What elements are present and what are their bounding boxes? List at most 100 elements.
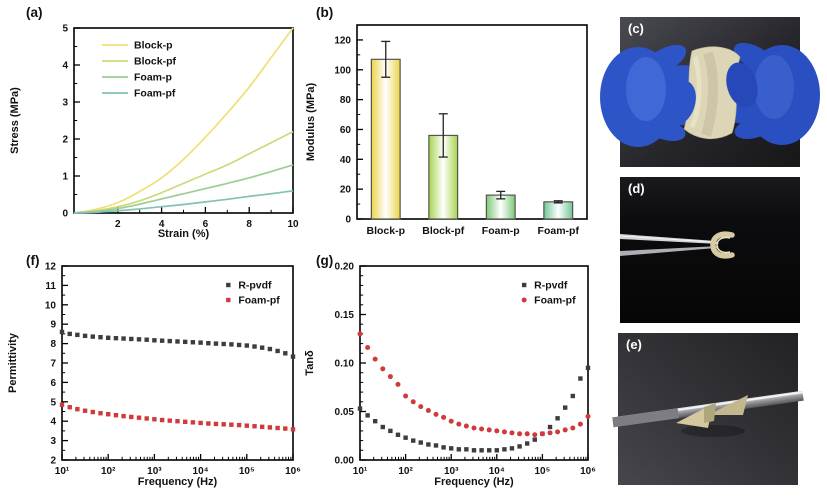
y-tick-labels: 0 20 40 60 80 100 120	[334, 35, 351, 225]
svg-text:10²: 10²	[101, 466, 116, 477]
series-Foam-pf	[357, 331, 591, 438]
svg-text:0.10: 0.10	[335, 359, 355, 370]
plot-area-b: 0 20 40 60 80 100 120 Modulus (MPa) Block-p Block…	[305, 24, 588, 237]
svg-text:1: 1	[62, 172, 68, 183]
tweezers	[619, 234, 719, 256]
modulus-bar-plot: 0 20 40 60 80 100 120 Modulus (MPa) Block-p Block…	[305, 24, 588, 237]
svg-text:10⁴: 10⁴	[489, 466, 505, 477]
photo-e-foam-on-rod: (e)	[612, 333, 804, 485]
photo-e-scene	[612, 333, 804, 485]
x-axis-label: Frequency (Hz)	[138, 476, 218, 488]
svg-text:0.00: 0.00	[335, 456, 355, 467]
svg-text:0: 0	[62, 209, 68, 220]
error-bar-Block-p	[381, 40, 391, 78]
svg-text:Foam-pf: Foam-pf	[534, 295, 576, 307]
svg-text:10¹: 10¹	[353, 466, 368, 477]
svg-text:10⁶: 10⁶	[285, 466, 301, 477]
svg-text:2: 2	[50, 456, 56, 467]
svg-text:10⁴: 10⁴	[193, 466, 209, 477]
panel-label-f: (f)	[26, 253, 40, 268]
svg-text:5: 5	[62, 24, 68, 35]
y-axis-label: Tanδ	[304, 350, 316, 376]
y-tick-labels: 0 1 2 3 4 5	[62, 24, 68, 220]
series-Block-pf	[73, 130, 294, 214]
plot-area-g: 0.00 0.05 0.10 0.15 0.20 Tanδ 10¹ 10² 10³ 10⁴ 10⁵ 1…	[304, 262, 596, 489]
svg-text:2: 2	[62, 135, 68, 146]
category-label: Block-p	[366, 225, 405, 237]
panel-a-stress-strain-chart: 0 1 2 3 4 5 Stress (MPa) 2 4 6 8 10 Strain (%) Block-…	[0, 0, 300, 248]
series-Block-p	[73, 27, 294, 214]
svg-text:10³: 10³	[444, 466, 459, 477]
svg-text:10²: 10²	[398, 466, 413, 477]
bar-Block-p	[370, 58, 401, 220]
svg-text:20: 20	[340, 185, 352, 196]
svg-text:Block-p: Block-p	[134, 40, 173, 52]
y-axis-label: Permittivity	[7, 332, 19, 393]
y-axis-label: Stress (MPa)	[9, 87, 21, 154]
svg-text:10⁵: 10⁵	[239, 466, 255, 477]
svg-text:6: 6	[50, 378, 56, 389]
photo-label-e: (e)	[626, 337, 642, 352]
series-Foam-pf	[73, 189, 294, 214]
y-tick-labels: 2 3 4 5 6 7 8 9 10 11 12	[45, 262, 57, 467]
svg-text:80: 80	[340, 95, 352, 106]
stress-strain-plot: 0 1 2 3 4 5 Stress (MPa) 2 4 6 8 10 Strain (%) Block-…	[9, 24, 299, 241]
category-label: Foam-pf	[538, 225, 580, 237]
x-axis-label: Strain (%)	[158, 228, 210, 240]
svg-text:Block-pf: Block-pf	[134, 56, 177, 68]
svg-text:8: 8	[50, 339, 56, 350]
svg-text:Foam-pf: Foam-pf	[134, 88, 176, 100]
photo-c-scene	[600, 17, 820, 167]
error-bar-Foam-pf	[553, 200, 563, 204]
svg-text:10: 10	[45, 300, 57, 311]
svg-text:0.15: 0.15	[335, 310, 355, 321]
svg-text:12: 12	[45, 262, 57, 273]
svg-text:R-pvdf: R-pvdf	[238, 280, 272, 292]
plot-area-a: 0 1 2 3 4 5 Stress (MPa) 2 4 6 8 10 Strain (%) Block-…	[9, 24, 299, 241]
panel-label-b: (b)	[316, 5, 334, 20]
svg-text:10³: 10³	[147, 466, 162, 477]
svg-text:4: 4	[62, 61, 68, 72]
svg-text:120: 120	[334, 35, 351, 46]
svg-text:8: 8	[246, 219, 252, 230]
category-label: Block-pf	[422, 225, 465, 237]
error-bar-Block-pf	[438, 113, 448, 158]
plot-frame	[61, 265, 294, 461]
series-R-pvdf	[59, 329, 296, 359]
photo-label-d: (d)	[628, 181, 645, 196]
svg-text:60: 60	[340, 125, 352, 136]
svg-text:7: 7	[50, 359, 56, 370]
svg-text:4: 4	[50, 417, 56, 428]
tandelta-plot: 0.00 0.05 0.10 0.15 0.20 Tanδ 10¹ 10² 10³ 10⁴ 10⁵ 1…	[304, 262, 596, 489]
photo-d-tweezers-folded-foam: (d)	[619, 177, 800, 323]
svg-text:Foam-p: Foam-p	[134, 72, 172, 84]
svg-text:40: 40	[340, 155, 352, 166]
series-Foam-pf	[59, 402, 296, 432]
svg-text:0: 0	[345, 215, 351, 226]
plot-frame	[356, 24, 588, 220]
svg-text:5: 5	[50, 397, 56, 408]
category-label: Foam-p	[482, 225, 520, 237]
photo-c-hands-twisting-foam: (c)	[600, 17, 820, 167]
svg-text:10⁶: 10⁶	[580, 466, 596, 477]
svg-text:9: 9	[50, 320, 56, 331]
panel-f-permittivity-chart: 2 3 4 5 6 7 8 9 10 11 12 Permittivity 10¹ 10² 10³ 10⁴ 10…	[0, 252, 301, 503]
panel-label-a: (a)	[26, 5, 43, 20]
photo-d-scene	[619, 177, 800, 323]
svg-text:0.05: 0.05	[335, 407, 355, 418]
plot-frame	[359, 265, 589, 461]
foam-sheet	[683, 46, 741, 140]
foam-shadow	[681, 425, 745, 437]
svg-text:10: 10	[287, 219, 299, 230]
y-axis-label: Modulus (MPa)	[305, 83, 317, 162]
svg-text:10¹: 10¹	[55, 466, 70, 477]
series-R-pvdf	[357, 365, 591, 453]
svg-text:3: 3	[62, 98, 68, 109]
svg-text:0.20: 0.20	[335, 262, 355, 273]
legend: R-pvdf Foam-pf	[521, 280, 576, 307]
permittivity-plot: 2 3 4 5 6 7 8 9 10 11 12 Permittivity 10¹ 10² 10³ 10⁴ 10…	[7, 262, 301, 489]
svg-text:4: 4	[159, 219, 165, 230]
svg-text:2: 2	[115, 219, 121, 230]
axes	[357, 39, 363, 220]
